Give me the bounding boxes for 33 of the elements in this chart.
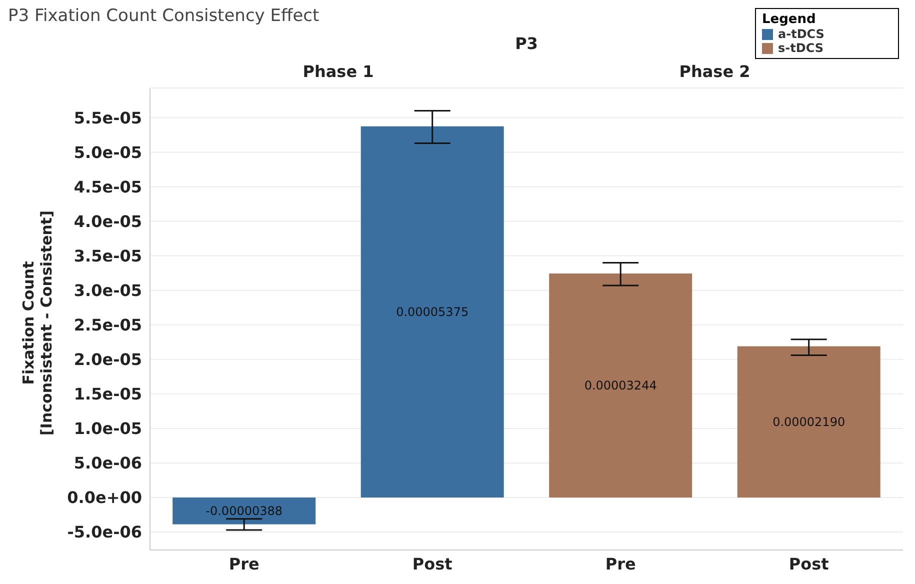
text: Phase 1 bbox=[302, 62, 375, 81]
bar bbox=[737, 346, 880, 498]
data-label: -0.00000388 bbox=[206, 504, 283, 518]
x-tick-label: Post bbox=[412, 554, 453, 574]
text: P3 bbox=[514, 34, 539, 53]
legend-label: s-tDCS bbox=[778, 41, 824, 55]
data-label: 0.00005375 bbox=[396, 304, 469, 319]
y-tick-label: 1.5e-05 bbox=[74, 384, 142, 404]
y-tick-label: 0.0e+00 bbox=[67, 488, 142, 508]
data-label: 0.00003244 bbox=[584, 378, 657, 393]
legend-label: a-tDCS bbox=[778, 27, 824, 41]
y-tick-label: 5.0e-05 bbox=[74, 142, 142, 162]
y-tick-label: 2.0e-05 bbox=[74, 350, 142, 370]
bar bbox=[549, 273, 692, 498]
data-label: 0.00002190 bbox=[772, 414, 846, 429]
bar bbox=[172, 498, 316, 524]
y-tick-label: 4.0e-05 bbox=[74, 212, 142, 231]
y-tick-label: 5.5e-05 bbox=[74, 108, 142, 128]
y-tick-label: 5.0e-06 bbox=[74, 454, 142, 473]
y-tick-label: -5.0e-06 bbox=[67, 522, 142, 542]
x-tick-label: Post bbox=[788, 554, 830, 574]
y-tick-label: 3.5e-05 bbox=[74, 246, 142, 266]
y-tick-label: 4.5e-05 bbox=[74, 177, 142, 196]
x-tick-label: Pre bbox=[228, 554, 260, 574]
legend-title: Legend bbox=[762, 12, 817, 27]
x-tick-label: Pre bbox=[605, 554, 636, 574]
y-tick-label: 3.0e-05 bbox=[74, 281, 142, 300]
y-tick-label: 2.5e-05 bbox=[74, 316, 142, 335]
chart-title: P3 Fixation Count Consistency Effect bbox=[8, 6, 320, 26]
y-axis-title: Fixation Count [Inconsistent - Consistent] bbox=[19, 210, 56, 436]
text: Phase 2 bbox=[678, 62, 752, 81]
bar bbox=[360, 126, 504, 498]
y-tick-label: 1.0e-05 bbox=[74, 419, 142, 438]
